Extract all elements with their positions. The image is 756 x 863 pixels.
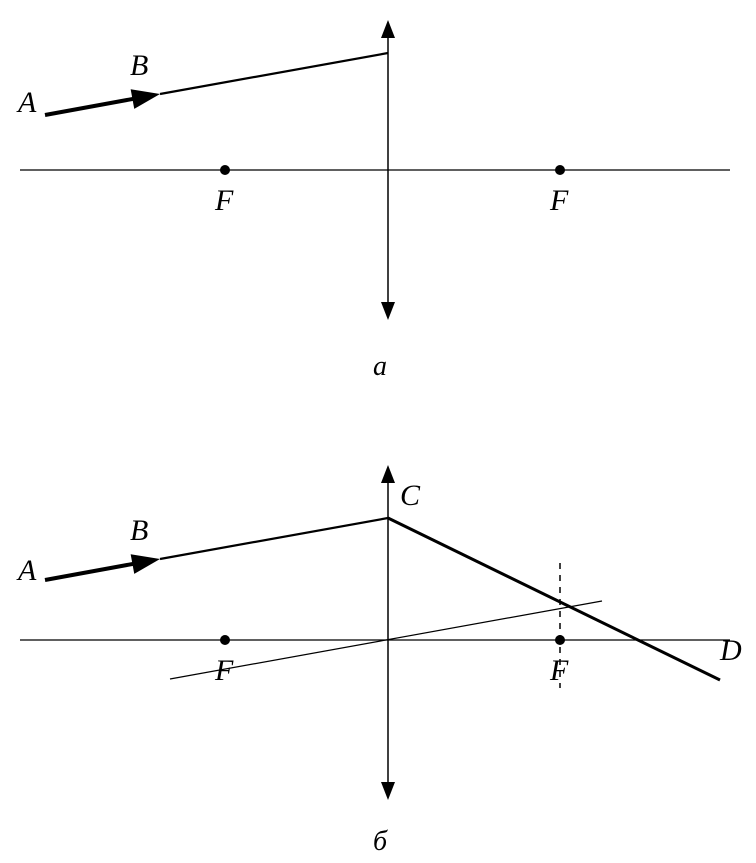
pt-label-A: A	[16, 554, 37, 587]
focus-label: F	[549, 184, 569, 217]
incident-ray-bold	[45, 97, 146, 115]
incident-ray-thin	[160, 518, 388, 559]
arrowhead	[381, 465, 395, 483]
pt-label-C: C	[400, 479, 421, 512]
focus-point	[220, 165, 230, 175]
incident-ray-thin	[160, 53, 388, 94]
arrowhead	[381, 782, 395, 800]
arrowhead	[381, 302, 395, 320]
focus-label: F	[214, 184, 234, 217]
diagram-b: FFABCDб	[16, 465, 742, 857]
focus-label: F	[549, 654, 569, 687]
focus-point	[220, 635, 230, 645]
optics-diagram: FFABаFFABCDб	[0, 0, 756, 863]
pt-label-B: B	[130, 514, 148, 547]
caption: а	[373, 351, 387, 382]
pt-label-A: A	[16, 86, 37, 119]
arrowhead	[131, 89, 160, 109]
pt-label-B: B	[130, 49, 148, 82]
arrowhead	[381, 20, 395, 38]
caption: б	[373, 826, 388, 857]
incident-ray-bold	[45, 562, 146, 580]
diagram-a: F F A Bа	[16, 20, 730, 382]
arrowhead	[131, 554, 160, 574]
focus-point	[555, 165, 565, 175]
pt-label-D: D	[719, 634, 742, 667]
